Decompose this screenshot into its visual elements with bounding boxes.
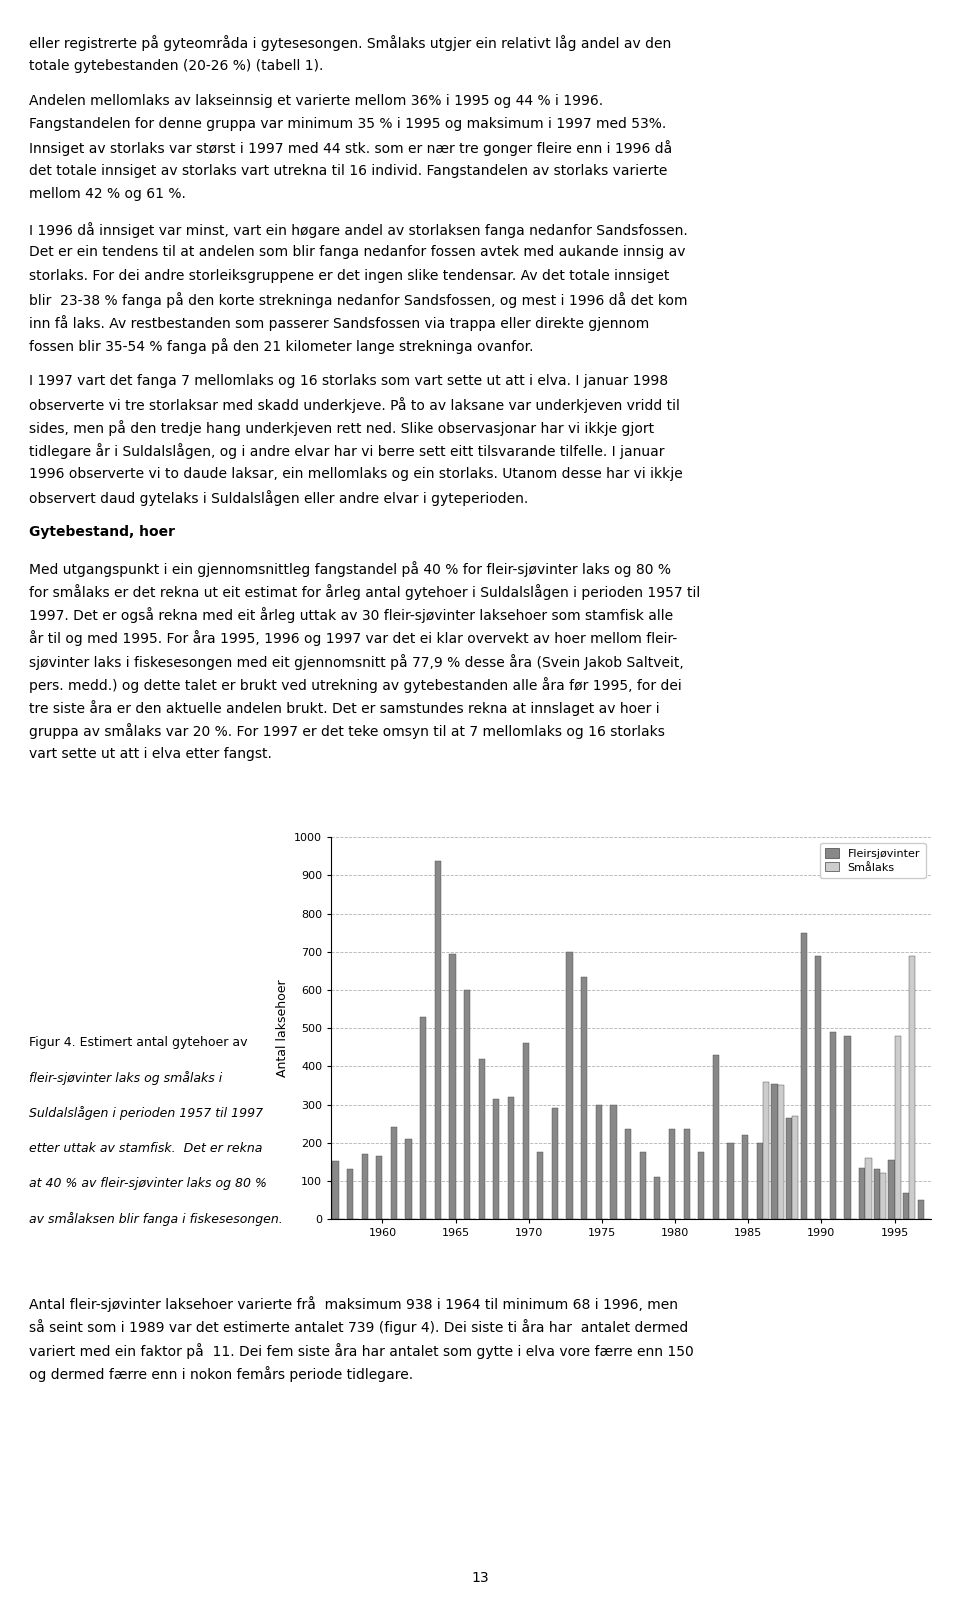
Bar: [712, 1055, 719, 1219]
Text: av smålaksen blir fanga i fiskesesongen.: av smålaksen blir fanga i fiskesesongen.: [29, 1213, 282, 1225]
Bar: [903, 1193, 909, 1219]
Text: observerte vi tre storlaksar med skadd underkjeve. På to av laksane var underkje: observerte vi tre storlaksar med skadd u…: [29, 396, 680, 412]
Bar: [639, 1152, 646, 1219]
Text: Med utgangspunkt i ein gjennomsnittleg fangstandel på 40 % for fleir-sjøvinter l: Med utgangspunkt i ein gjennomsnittleg f…: [29, 560, 671, 576]
Text: fossen blir 35-54 % fanga på den 21 kilometer lange strekninga ovanfor.: fossen blir 35-54 % fanga på den 21 kilo…: [29, 338, 534, 354]
Bar: [552, 1108, 558, 1219]
Text: tre siste åra er den aktuelle andelen brukt. Det er samstundes rekna at innslage: tre siste åra er den aktuelle andelen br…: [29, 699, 660, 715]
Text: gruppa av smålaks var 20 %. For 1997 er det teke omsyn til at 7 mellomlaks og 16: gruppa av smålaks var 20 %. For 1997 er …: [29, 723, 664, 739]
Legend: Fleirsjøvinter, Smålaks: Fleirsjøvinter, Smålaks: [820, 842, 925, 877]
Bar: [859, 1168, 865, 1219]
Text: Gytebestand, hoer: Gytebestand, hoer: [29, 525, 175, 539]
Bar: [895, 1036, 900, 1219]
Text: tidlegare år i Suldalslågen, og i andre elvar har vi berre sett eitt tilsvarande: tidlegare år i Suldalslågen, og i andre …: [29, 443, 664, 459]
Bar: [391, 1128, 397, 1219]
Text: variert med ein faktor på  11. Dei fem siste åra har antalet som gytte i elva vo: variert med ein faktor på 11. Dei fem si…: [29, 1343, 693, 1359]
Bar: [347, 1169, 353, 1219]
Text: vart sette ut att i elva etter fangst.: vart sette ut att i elva etter fangst.: [29, 746, 272, 760]
Text: Innsiget av storlaks var størst i 1997 med 44 stk. som er nær tre gonger fleire : Innsiget av storlaks var størst i 1997 m…: [29, 140, 672, 156]
Bar: [538, 1152, 543, 1219]
Bar: [918, 1200, 924, 1219]
Text: observert daud gytelaks i Suldalslågen eller andre elvar i gyteperioden.: observert daud gytelaks i Suldalslågen e…: [29, 489, 528, 505]
Bar: [435, 861, 441, 1219]
Bar: [684, 1129, 689, 1219]
Bar: [778, 1086, 783, 1219]
Text: Det er ein tendens til at andelen som blir fanga nedanfor fossen avtek med aukan: Det er ein tendens til at andelen som bl…: [29, 245, 685, 260]
Text: og dermed færre enn i nokon femårs periode tidlegare.: og dermed færre enn i nokon femårs perio…: [29, 1367, 413, 1381]
Bar: [880, 1173, 886, 1219]
Bar: [464, 990, 470, 1219]
Bar: [566, 951, 573, 1219]
Bar: [728, 1142, 733, 1219]
Bar: [756, 1142, 763, 1219]
Bar: [792, 1116, 799, 1219]
Bar: [874, 1169, 880, 1219]
Bar: [581, 977, 588, 1219]
Text: sjøvinter laks i fiskesesongen med eit gjennomsnitt på 77,9 % desse åra (Svein J: sjøvinter laks i fiskesesongen med eit g…: [29, 653, 684, 669]
Bar: [420, 1017, 426, 1219]
Bar: [522, 1044, 529, 1219]
Text: at 40 % av fleir-sjøvinter laks og 80 %: at 40 % av fleir-sjøvinter laks og 80 %: [29, 1177, 267, 1190]
Bar: [655, 1177, 660, 1219]
Bar: [771, 1084, 778, 1219]
Text: I 1996 då innsiget var minst, vart ein høgare andel av storlaksen fanga nedanfor: I 1996 då innsiget var minst, vart ein h…: [29, 221, 687, 237]
Text: 1997. Det er også rekna med eit årleg uttak av 30 fleir-sjøvinter laksehoer som : 1997. Det er også rekna med eit årleg ut…: [29, 606, 673, 622]
Text: Figur 4. Estimert antal gytehoer av: Figur 4. Estimert antal gytehoer av: [29, 1036, 248, 1049]
Text: Fangstandelen for denne gruppa var minimum 35 % i 1995 og maksimum i 1997 med 53: Fangstandelen for denne gruppa var minim…: [29, 117, 666, 132]
Bar: [865, 1158, 872, 1219]
Bar: [508, 1097, 515, 1219]
Bar: [888, 1160, 895, 1219]
Bar: [611, 1105, 616, 1219]
Text: storlaks. For dei andre storleiksgruppene er det ingen slike tendensar. Av det t: storlaks. For dei andre storleiksgruppen…: [29, 268, 669, 282]
Text: mellom 42 % og 61 %.: mellom 42 % og 61 %.: [29, 186, 185, 200]
Text: sides, men på den tredje hang underkjeven rett ned. Slike observasjonar har vi i: sides, men på den tredje hang underkjeve…: [29, 420, 654, 436]
Text: for smålaks er det rekna ut eit estimat for årleg antal gytehoer i Suldalslågen : for smålaks er det rekna ut eit estimat …: [29, 584, 700, 600]
Text: I 1997 vart det fanga 7 mellomlaks og 16 storlaks som vart sette ut att i elva. : I 1997 vart det fanga 7 mellomlaks og 16…: [29, 374, 668, 388]
Y-axis label: Antal laksehoer: Antal laksehoer: [276, 980, 289, 1076]
Text: Andelen mellomlaks av lakseinnsig et varierte mellom 36% i 1995 og 44 % i 1996.: Andelen mellomlaks av lakseinnsig et var…: [29, 93, 603, 107]
Bar: [493, 1099, 499, 1219]
Text: pers. medd.) og dette talet er brukt ved utrekning av gytebestanden alle åra før: pers. medd.) og dette talet er brukt ved…: [29, 677, 682, 693]
Bar: [332, 1161, 339, 1219]
Bar: [698, 1152, 705, 1219]
Bar: [479, 1059, 485, 1219]
Text: inn få laks. Av restbestanden som passerer Sandsfossen via trappa eller direkte : inn få laks. Av restbestanden som passer…: [29, 314, 649, 330]
Bar: [909, 956, 916, 1219]
Bar: [786, 1118, 792, 1219]
Bar: [376, 1156, 382, 1219]
Bar: [829, 1031, 836, 1219]
Text: blir  23-38 % fanga på den korte strekninga nedanfor Sandsfossen, og mest i 1996: blir 23-38 % fanga på den korte streknin…: [29, 292, 687, 308]
Text: det totale innsiget av storlaks vart utrekna til 16 individ. Fangstandelen av st: det totale innsiget av storlaks vart utr…: [29, 164, 667, 178]
Text: Antal fleir-sjøvinter laksehoer varierte frå  maksimum 938 i 1964 til minimum 68: Antal fleir-sjøvinter laksehoer varierte…: [29, 1296, 678, 1312]
Text: etter uttak av stamfisk.  Det er rekna: etter uttak av stamfisk. Det er rekna: [29, 1142, 262, 1155]
Text: Suldalslågen i perioden 1957 til 1997: Suldalslågen i perioden 1957 til 1997: [29, 1107, 263, 1120]
Text: 1996 observerte vi to daude laksar, ein mellomlaks og ein storlaks. Utanom desse: 1996 observerte vi to daude laksar, ein …: [29, 467, 683, 481]
Bar: [669, 1129, 675, 1219]
Text: år til og med 1995. For åra 1995, 1996 og 1997 var det ei klar overvekt av hoer : år til og med 1995. For åra 1995, 1996 o…: [29, 630, 677, 646]
Bar: [449, 954, 456, 1219]
Bar: [596, 1105, 602, 1219]
Bar: [815, 956, 822, 1219]
Bar: [362, 1155, 368, 1219]
Text: eller registrerte på gyteområda i gytesesongen. Smålaks utgjer ein relativt låg : eller registrerte på gyteområda i gytese…: [29, 35, 671, 51]
Bar: [405, 1139, 412, 1219]
Bar: [845, 1036, 851, 1219]
Text: totale gytebestanden (20-26 %) (tabell 1).: totale gytebestanden (20-26 %) (tabell 1…: [29, 59, 324, 72]
Bar: [742, 1136, 748, 1219]
Bar: [763, 1081, 769, 1219]
Bar: [801, 934, 806, 1219]
Bar: [625, 1129, 632, 1219]
Text: 13: 13: [471, 1570, 489, 1585]
Text: så seint som i 1989 var det estimerte antalet 739 (figur 4). Dei siste ti åra ha: så seint som i 1989 var det estimerte an…: [29, 1318, 688, 1335]
Text: fleir-sjøvinter laks og smålaks i: fleir-sjøvinter laks og smålaks i: [29, 1071, 222, 1084]
